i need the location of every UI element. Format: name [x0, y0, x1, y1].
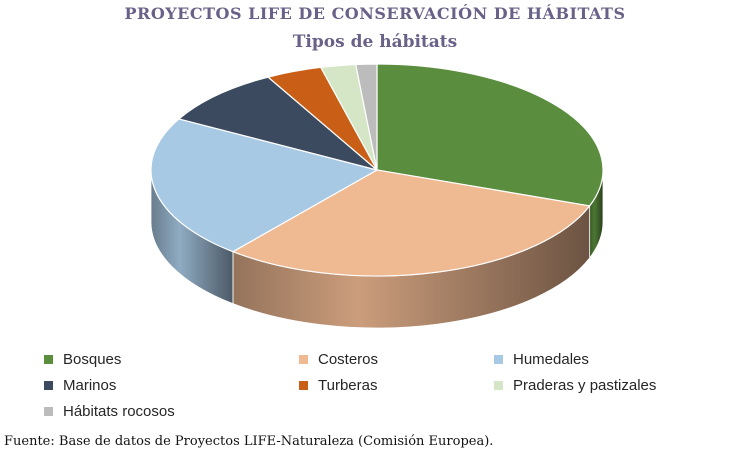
chart-subtitle: Tipos de hábitats — [292, 32, 458, 52]
legend: Bosques Costeros Humedales Marinos Turberas P… — [44, 350, 734, 420]
legend-label: Praderas y pastizales — [513, 376, 657, 394]
legend-item: Humedales — [494, 350, 734, 368]
pie-slice-marinos — [177, 76, 378, 171]
legend-item: Praderas y pastizales — [494, 376, 734, 394]
legend-label: Bosques — [63, 350, 122, 368]
pie-slice-bosques — [376, 63, 604, 207]
legend-label: Hábitats rocosos — [63, 402, 175, 420]
legend-label: Humedales — [513, 350, 589, 368]
legend-swatch — [44, 380, 53, 390]
legend-swatch — [494, 354, 503, 364]
legend-item: Costeros — [299, 350, 494, 368]
legend-label: Marinos — [63, 376, 117, 394]
legend-item: Hábitats rocosos — [44, 402, 299, 420]
legend-item: Turberas — [299, 376, 494, 394]
pie-slice-humedales — [150, 118, 379, 253]
legend-swatch — [44, 406, 53, 416]
pie-slice-costeros — [231, 169, 591, 277]
legend-swatch — [494, 380, 503, 390]
legend-label: Turberas — [318, 376, 378, 394]
source-note: Fuente: Base de datos de Proyectos LIFE-… — [4, 434, 494, 449]
legend-swatch — [44, 354, 53, 364]
legend-item: Bosques — [44, 350, 299, 368]
chart-title: PROYECTOS LIFE DE CONSERVACIÓN DE HÁBITA… — [124, 4, 626, 23]
pie-slice-h-bitats-rocosos — [355, 63, 378, 171]
legend-swatch — [299, 380, 308, 390]
legend-item: Marinos — [44, 376, 299, 394]
legend-swatch — [299, 354, 308, 364]
legend-label: Costeros — [318, 350, 379, 368]
